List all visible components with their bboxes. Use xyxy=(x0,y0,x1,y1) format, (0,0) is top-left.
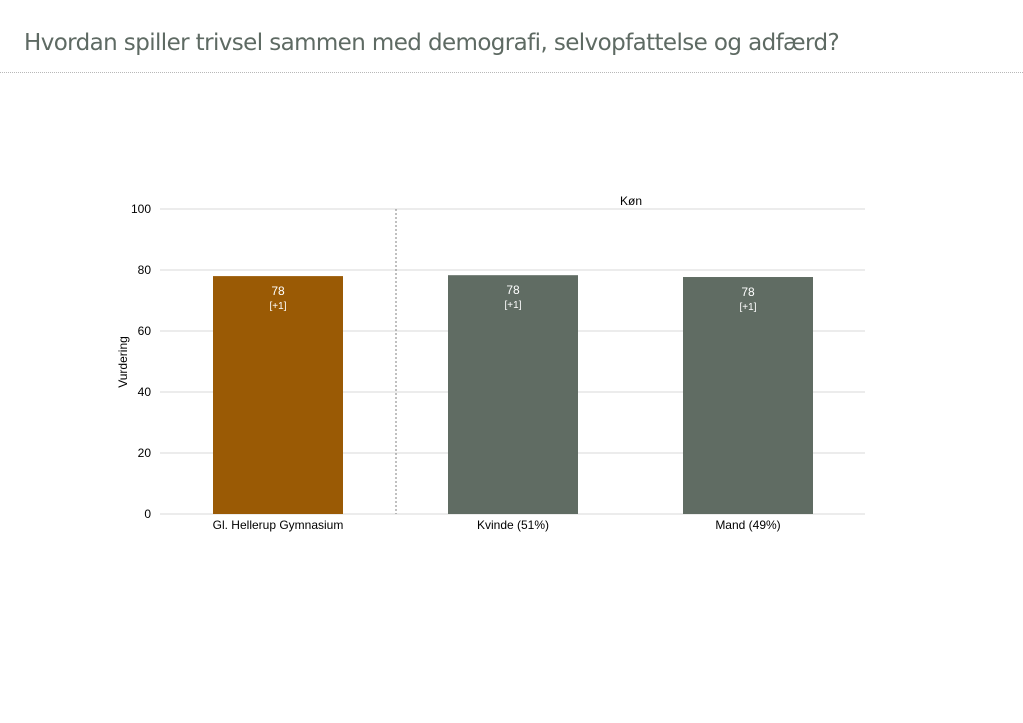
x-tick-label: Gl. Hellerup Gymnasium xyxy=(213,518,344,532)
bar-value-label: 78 xyxy=(271,284,285,298)
bar-change-label: [+1] xyxy=(270,301,287,312)
bars: 78 [+1] 78 [+1] 78 [+1] xyxy=(213,275,813,514)
bar-value-label: 78 xyxy=(506,283,520,297)
y-axis-label: Vurdering xyxy=(116,336,130,388)
x-tick-label: Mand (49%) xyxy=(715,518,780,532)
y-tick-label: 60 xyxy=(138,324,152,338)
y-tick-label: 40 xyxy=(138,385,152,399)
y-tick-label: 100 xyxy=(131,202,151,216)
bar xyxy=(213,276,343,514)
x-axis-labels: Gl. Hellerup Gymnasium Kvinde (51%) Mand (… xyxy=(213,518,781,532)
title-divider xyxy=(0,72,1023,73)
y-tick-label: 80 xyxy=(138,263,152,277)
y-axis-ticks: 0 20 40 60 80 100 xyxy=(131,202,151,521)
bar-value-label: 78 xyxy=(741,285,755,299)
x-tick-label: Kvinde (51%) xyxy=(477,518,549,532)
bar xyxy=(448,275,578,514)
bar xyxy=(683,277,813,514)
y-tick-label: 0 xyxy=(144,507,151,521)
y-tick-label: 20 xyxy=(138,446,152,460)
bar-change-label: [+1] xyxy=(740,302,757,313)
page-title: Hvordan spiller trivsel sammen med demog… xyxy=(24,30,840,56)
bar-change-label: [+1] xyxy=(505,300,522,311)
group-label: Køn xyxy=(620,194,642,208)
